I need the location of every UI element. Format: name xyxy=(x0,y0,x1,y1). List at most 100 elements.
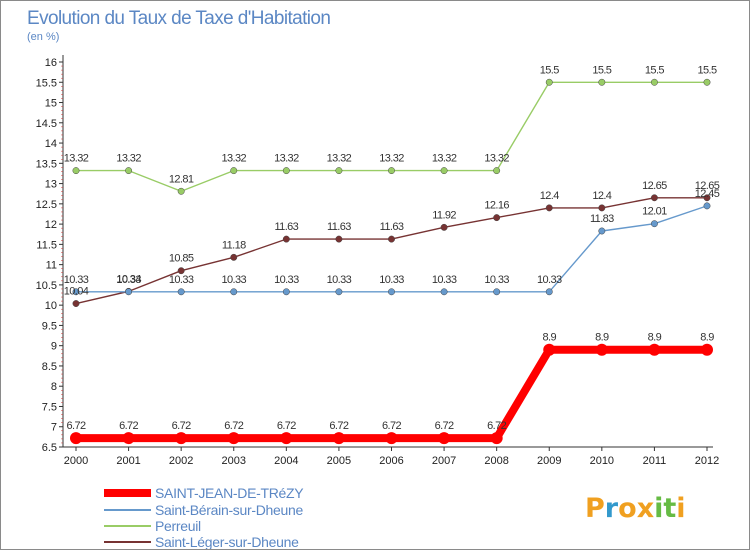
data-point xyxy=(545,288,553,296)
data-label: 10.33 xyxy=(327,274,352,286)
axes xyxy=(62,55,713,448)
data-label: 11.18 xyxy=(222,239,246,251)
data-label: 12.65 xyxy=(642,180,667,192)
data-label: 12.81 xyxy=(169,173,194,185)
data-point xyxy=(493,167,501,175)
x-tick-label: 2010 xyxy=(590,455,614,467)
x-tick-label: 2003 xyxy=(222,455,246,467)
data-point xyxy=(230,167,238,175)
data-label: 12.4 xyxy=(592,190,611,202)
y-tick-label: 13.5 xyxy=(36,158,57,170)
legend: SAINT-JEAN-DE-TRéZY Saint-Bérain-sur-Dhe… xyxy=(104,485,305,549)
data-point xyxy=(175,432,188,445)
data-label: 10.33 xyxy=(116,274,141,286)
y-tick-label: 13 xyxy=(45,179,57,191)
y-tick-label: 8 xyxy=(51,381,57,393)
data-label: 10.04 xyxy=(64,286,89,298)
y-tick-label: 12 xyxy=(45,219,57,231)
data-point xyxy=(650,78,658,86)
y-tick-label: 12.5 xyxy=(36,199,57,211)
y-tick-label: 8.5 xyxy=(42,361,57,373)
y-tick-label: 9 xyxy=(51,341,57,353)
series-points xyxy=(70,78,713,445)
data-label: 12.01 xyxy=(642,206,667,218)
data-label: 6.72 xyxy=(382,420,401,432)
data-point xyxy=(122,432,135,445)
legend-label-3: Saint-Léger-sur-Dheune xyxy=(155,534,299,549)
data-point xyxy=(440,223,448,231)
data-label: 10.33 xyxy=(221,274,246,286)
data-point xyxy=(598,227,606,235)
x-tick-label: 2007 xyxy=(432,455,456,467)
x-tick-label: 2012 xyxy=(695,455,719,467)
data-point xyxy=(227,432,240,445)
data-point xyxy=(72,288,80,296)
data-point xyxy=(598,204,606,212)
data-label: 8.9 xyxy=(543,332,557,344)
data-label: 13.32 xyxy=(327,153,352,165)
data-point xyxy=(280,432,293,445)
y-tick-label: 15.5 xyxy=(36,77,57,89)
logo-text: Proxiti xyxy=(585,493,686,524)
data-label: 13.32 xyxy=(274,153,299,165)
data-label: 8.9 xyxy=(648,332,662,344)
x-tick-label: 2005 xyxy=(327,455,351,467)
data-point xyxy=(490,432,503,445)
y-tick-label: 7.5 xyxy=(42,401,57,413)
data-label: 13.32 xyxy=(116,153,141,165)
data-point xyxy=(72,167,80,175)
data-point xyxy=(282,167,290,175)
data-label: 11.92 xyxy=(432,209,456,221)
data-label: 15.5 xyxy=(645,64,664,76)
data-point xyxy=(440,288,448,296)
logo-letter: o xyxy=(618,493,637,524)
data-point xyxy=(388,235,395,243)
data-point xyxy=(177,267,185,275)
x-ticks: 2000 2001 2002 2003 2004 2005 2006 2007 2008 2009… xyxy=(64,447,719,467)
data-label: 12.16 xyxy=(484,200,509,212)
data-point xyxy=(125,288,133,296)
data-label: 6.72 xyxy=(435,420,454,432)
y-tick-label: 7 xyxy=(51,422,57,434)
x-tick-label: 2002 xyxy=(169,455,193,467)
data-point xyxy=(703,202,711,210)
data-point xyxy=(595,343,608,356)
data-label: 13.32 xyxy=(432,153,457,165)
data-point xyxy=(335,235,343,243)
data-label: 13.32 xyxy=(379,153,404,165)
x-tick-label: 2008 xyxy=(484,455,508,467)
logo-letter: x xyxy=(637,493,654,524)
legend-label-1: Saint-Bérain-sur-Dheune xyxy=(155,502,303,518)
data-label: 11.83 xyxy=(590,213,614,225)
data-point xyxy=(72,300,80,307)
chart-title: Evolution du Taux de Taxe d'Habitation xyxy=(27,8,330,29)
y-tick-label: 10.5 xyxy=(36,280,57,292)
data-point xyxy=(703,78,711,86)
data-point xyxy=(177,288,185,296)
data-point xyxy=(282,235,290,243)
y-tick-label: 14.5 xyxy=(36,118,57,130)
data-point xyxy=(282,288,290,296)
logo-letter: i xyxy=(676,493,685,524)
legend-label-0: SAINT-JEAN-DE-TRéZY xyxy=(155,485,304,501)
data-label: 6.72 xyxy=(66,420,85,432)
y-tick-label: 14 xyxy=(45,138,57,150)
x-tick-label: 2001 xyxy=(116,455,140,467)
data-label: 12.65 xyxy=(695,180,720,192)
legend-label-2: Perreuil xyxy=(155,518,201,534)
data-point xyxy=(385,432,398,445)
data-point xyxy=(230,288,238,296)
data-label: 15.5 xyxy=(592,64,611,76)
data-point xyxy=(648,343,661,356)
data-label: 15.5 xyxy=(540,64,559,76)
data-label: 12.4 xyxy=(540,190,559,202)
data-label: 8.9 xyxy=(595,332,609,344)
series-labels: 13.32 13.32 12.81 13.32 13.32 13.32 13.32 13.32… xyxy=(64,64,721,432)
y-tick-label: 9.5 xyxy=(42,320,57,332)
data-label: 8.9 xyxy=(700,332,714,344)
y-axis-label: (en %) xyxy=(27,31,59,43)
data-point xyxy=(438,432,451,445)
data-point xyxy=(650,194,658,202)
y-tick-label: 15 xyxy=(45,98,57,110)
